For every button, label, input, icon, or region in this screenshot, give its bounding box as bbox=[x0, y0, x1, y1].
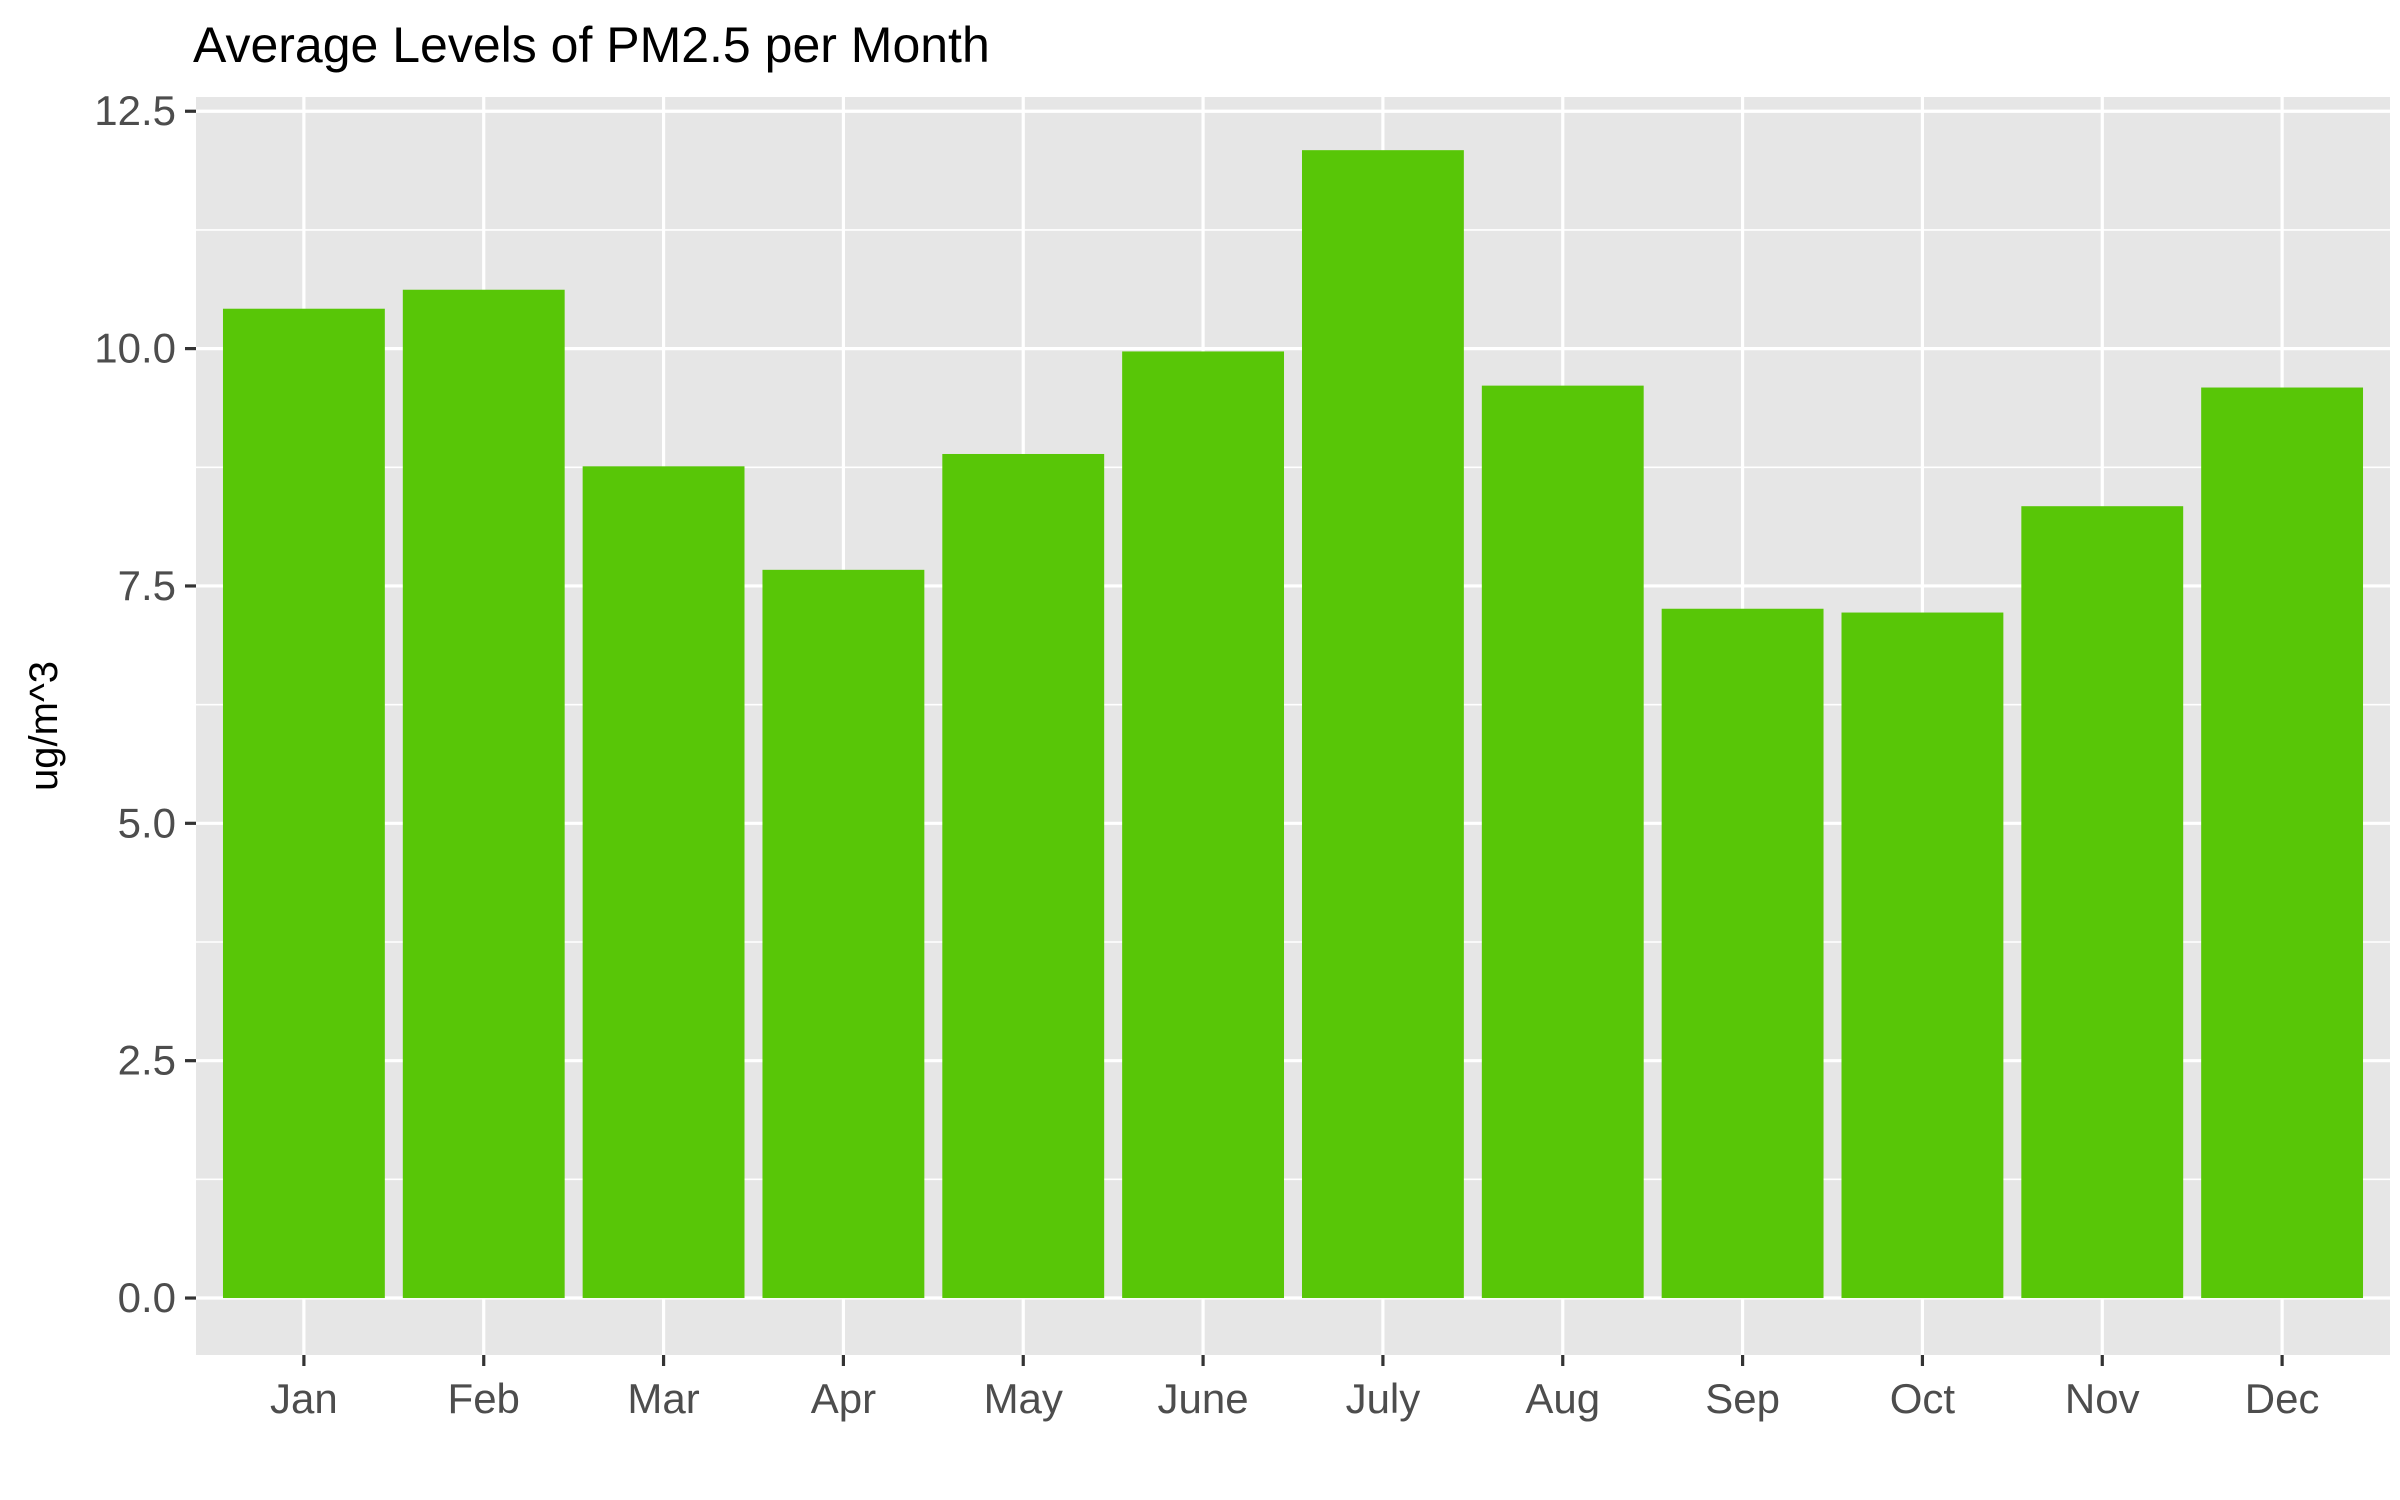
bar-aug bbox=[1481, 385, 1644, 1299]
y-tick-label: 0.0 bbox=[118, 1274, 176, 1321]
y-axis-title: ug/m^3 bbox=[22, 661, 66, 791]
x-tick-label: Nov bbox=[2065, 1375, 2140, 1422]
bar-june bbox=[1122, 351, 1285, 1299]
bar-may bbox=[942, 453, 1105, 1299]
x-tick-label: Sep bbox=[1705, 1375, 1780, 1422]
y-tick-label: 10.0 bbox=[94, 325, 176, 372]
bar-feb bbox=[402, 289, 565, 1299]
x-tick-label: Jan bbox=[270, 1375, 338, 1422]
x-axis: Jan Feb Mar Apr May June July Aug Sep Oct Nov Dec bbox=[270, 1355, 2319, 1422]
y-tick-label: 5.0 bbox=[118, 799, 176, 846]
bars bbox=[222, 150, 2364, 1299]
x-tick-label: Mar bbox=[627, 1375, 699, 1422]
chart-title: Average Levels of PM2.5 per Month bbox=[193, 17, 990, 73]
bar-dec bbox=[2201, 387, 2364, 1299]
bar-mar bbox=[582, 466, 745, 1299]
y-tick-label: 2.5 bbox=[118, 1037, 176, 1084]
bar-july bbox=[1301, 150, 1464, 1299]
bar-sep bbox=[1661, 608, 1824, 1299]
y-axis: 0.0 2.5 5.0 7.5 10.0 12.5 bbox=[94, 87, 196, 1321]
y-tick-label: 7.5 bbox=[118, 562, 176, 609]
x-tick-label: Apr bbox=[811, 1375, 876, 1422]
bar-nov bbox=[2021, 506, 2184, 1299]
x-tick-label: May bbox=[984, 1375, 1063, 1422]
bar-apr bbox=[762, 569, 925, 1299]
bar-jan bbox=[222, 308, 385, 1299]
bar-oct bbox=[1841, 612, 2004, 1299]
x-tick-label: June bbox=[1158, 1375, 1249, 1422]
x-tick-label: Dec bbox=[2245, 1375, 2320, 1422]
x-tick-label: Aug bbox=[1525, 1375, 1600, 1422]
y-tick-label: 12.5 bbox=[94, 87, 176, 134]
x-tick-label: Oct bbox=[1890, 1375, 1956, 1422]
x-tick-label: July bbox=[1346, 1375, 1421, 1422]
x-tick-label: Feb bbox=[448, 1375, 520, 1422]
